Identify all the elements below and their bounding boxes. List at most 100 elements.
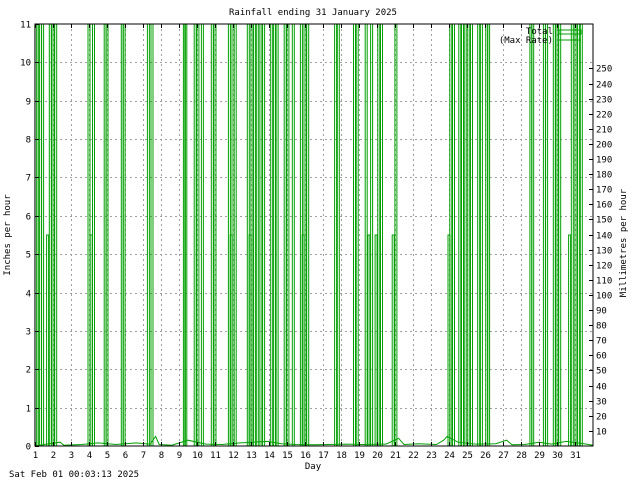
y-tick-label: 9 [26,98,31,108]
y-tick-label: 4 [26,290,31,300]
total-bar [200,23,204,446]
y2-tick-label: 120 [596,262,612,272]
total-bar [577,23,581,446]
total-bar [46,234,50,446]
total-bar [92,23,95,446]
legend: Total (Max Rate) [499,27,582,46]
total-bar [377,23,381,446]
y2-tick-label: 130 [596,247,612,257]
grid-lines [35,24,593,446]
y-tick-label: 6 [26,213,31,223]
y2-tick-label: 160 [596,201,612,211]
y2-tick-label: 230 [596,96,612,106]
y2-tick-label: 240 [596,81,612,91]
x-tick-label: 24 [444,451,455,461]
y-axis-label: Inches per hour [3,194,13,276]
x-tick-label: 10 [192,451,203,461]
total-bar [558,23,562,446]
chart-title: Rainfall ending 31 January 2025 [229,8,397,18]
total-bar [353,23,356,446]
total-bar [41,23,45,446]
total-bar [467,23,471,446]
y2-tick-label: 60 [596,352,607,362]
x-tick-label: 12 [228,451,239,461]
x-tick-label: 9 [177,451,182,461]
max-rate-line [34,435,594,447]
total-bar [291,23,295,446]
total-bar [193,23,197,446]
total-bar [253,23,257,446]
total-bar [89,234,93,446]
x-tick-label: 18 [336,451,347,461]
total-bar [370,23,374,446]
y2-tick-label: 180 [596,171,612,181]
plot-frame [34,23,594,447]
total-bar [255,23,259,446]
legend-swatch-total [558,29,582,35]
x-tick-label: 30 [552,451,563,461]
total-bar [380,23,383,446]
total-series [34,23,583,446]
x-tick-label: 21 [390,451,401,461]
y-tick-label: 8 [26,136,31,146]
total-bar [210,23,214,446]
x-tick-label: 1 [33,451,38,461]
y2-tick-label: 100 [596,292,612,302]
total-bar [36,23,40,446]
total-bar [449,23,453,446]
y-tick-label: 0 [26,443,31,453]
y2-tick-label: 10 [596,428,607,438]
x-tick-label: 28 [516,451,527,461]
x-tick-label: 23 [426,451,437,461]
x-tick-label: 29 [534,451,545,461]
y-tick-label: 2 [26,366,31,376]
y2-tick-label: 110 [596,277,612,287]
y-tick-label: 7 [26,174,31,184]
y2-axis-label: Millimetres per hour [619,188,629,297]
axis-ticks: 1 2 3 4 5 6 7 8 9 10 11 12 13 14 15 16 17 18 19 20 21 22 23 24 2… [20,21,612,462]
y-tick-label: 5 [26,251,31,261]
total-bar [364,23,368,446]
x-tick-label: 7 [141,451,146,461]
y2-tick-label: 20 [596,413,607,423]
total-bar [367,234,371,446]
total-bar [283,23,287,446]
y-tick-label: 3 [26,328,31,338]
total-bar [531,23,535,446]
y-tick-label: 1 [26,405,31,415]
total-bar [470,23,473,446]
max-rate-series [34,435,594,447]
total-bar [54,23,58,446]
x-tick-label: 14 [264,451,275,461]
y2-tick-label: 220 [596,111,612,121]
x-tick-label: 26 [480,451,491,461]
x-axis-label: Day [305,462,322,472]
x-tick-label: 15 [282,451,293,461]
total-bar [150,23,154,446]
y-tick-label: 11 [20,21,31,31]
x-tick-label: 16 [300,451,311,461]
total-bar [579,23,583,446]
total-bar [463,23,467,446]
y2-tick-label: 170 [596,186,612,196]
y2-tick-label: 150 [596,216,612,226]
x-tick-label: 8 [159,451,164,461]
total-bar [570,23,574,446]
total-bar [545,23,549,446]
x-tick-label: 19 [354,451,365,461]
total-bar [568,234,572,446]
x-tick-label: 4 [87,451,92,461]
x-tick-label: 2 [51,451,56,461]
total-bar [336,23,340,446]
total-bar [552,23,556,446]
total-bar [275,23,279,446]
total-bar [479,23,483,446]
x-tick-label: 31 [570,451,581,461]
y2-tick-label: 90 [596,307,607,317]
legend-label-total: Total [526,27,553,37]
total-bar [374,234,378,446]
timestamp: Sat Feb 01 00:03:13 2025 [9,470,139,480]
total-bar [259,23,263,446]
total-bar [122,23,126,446]
